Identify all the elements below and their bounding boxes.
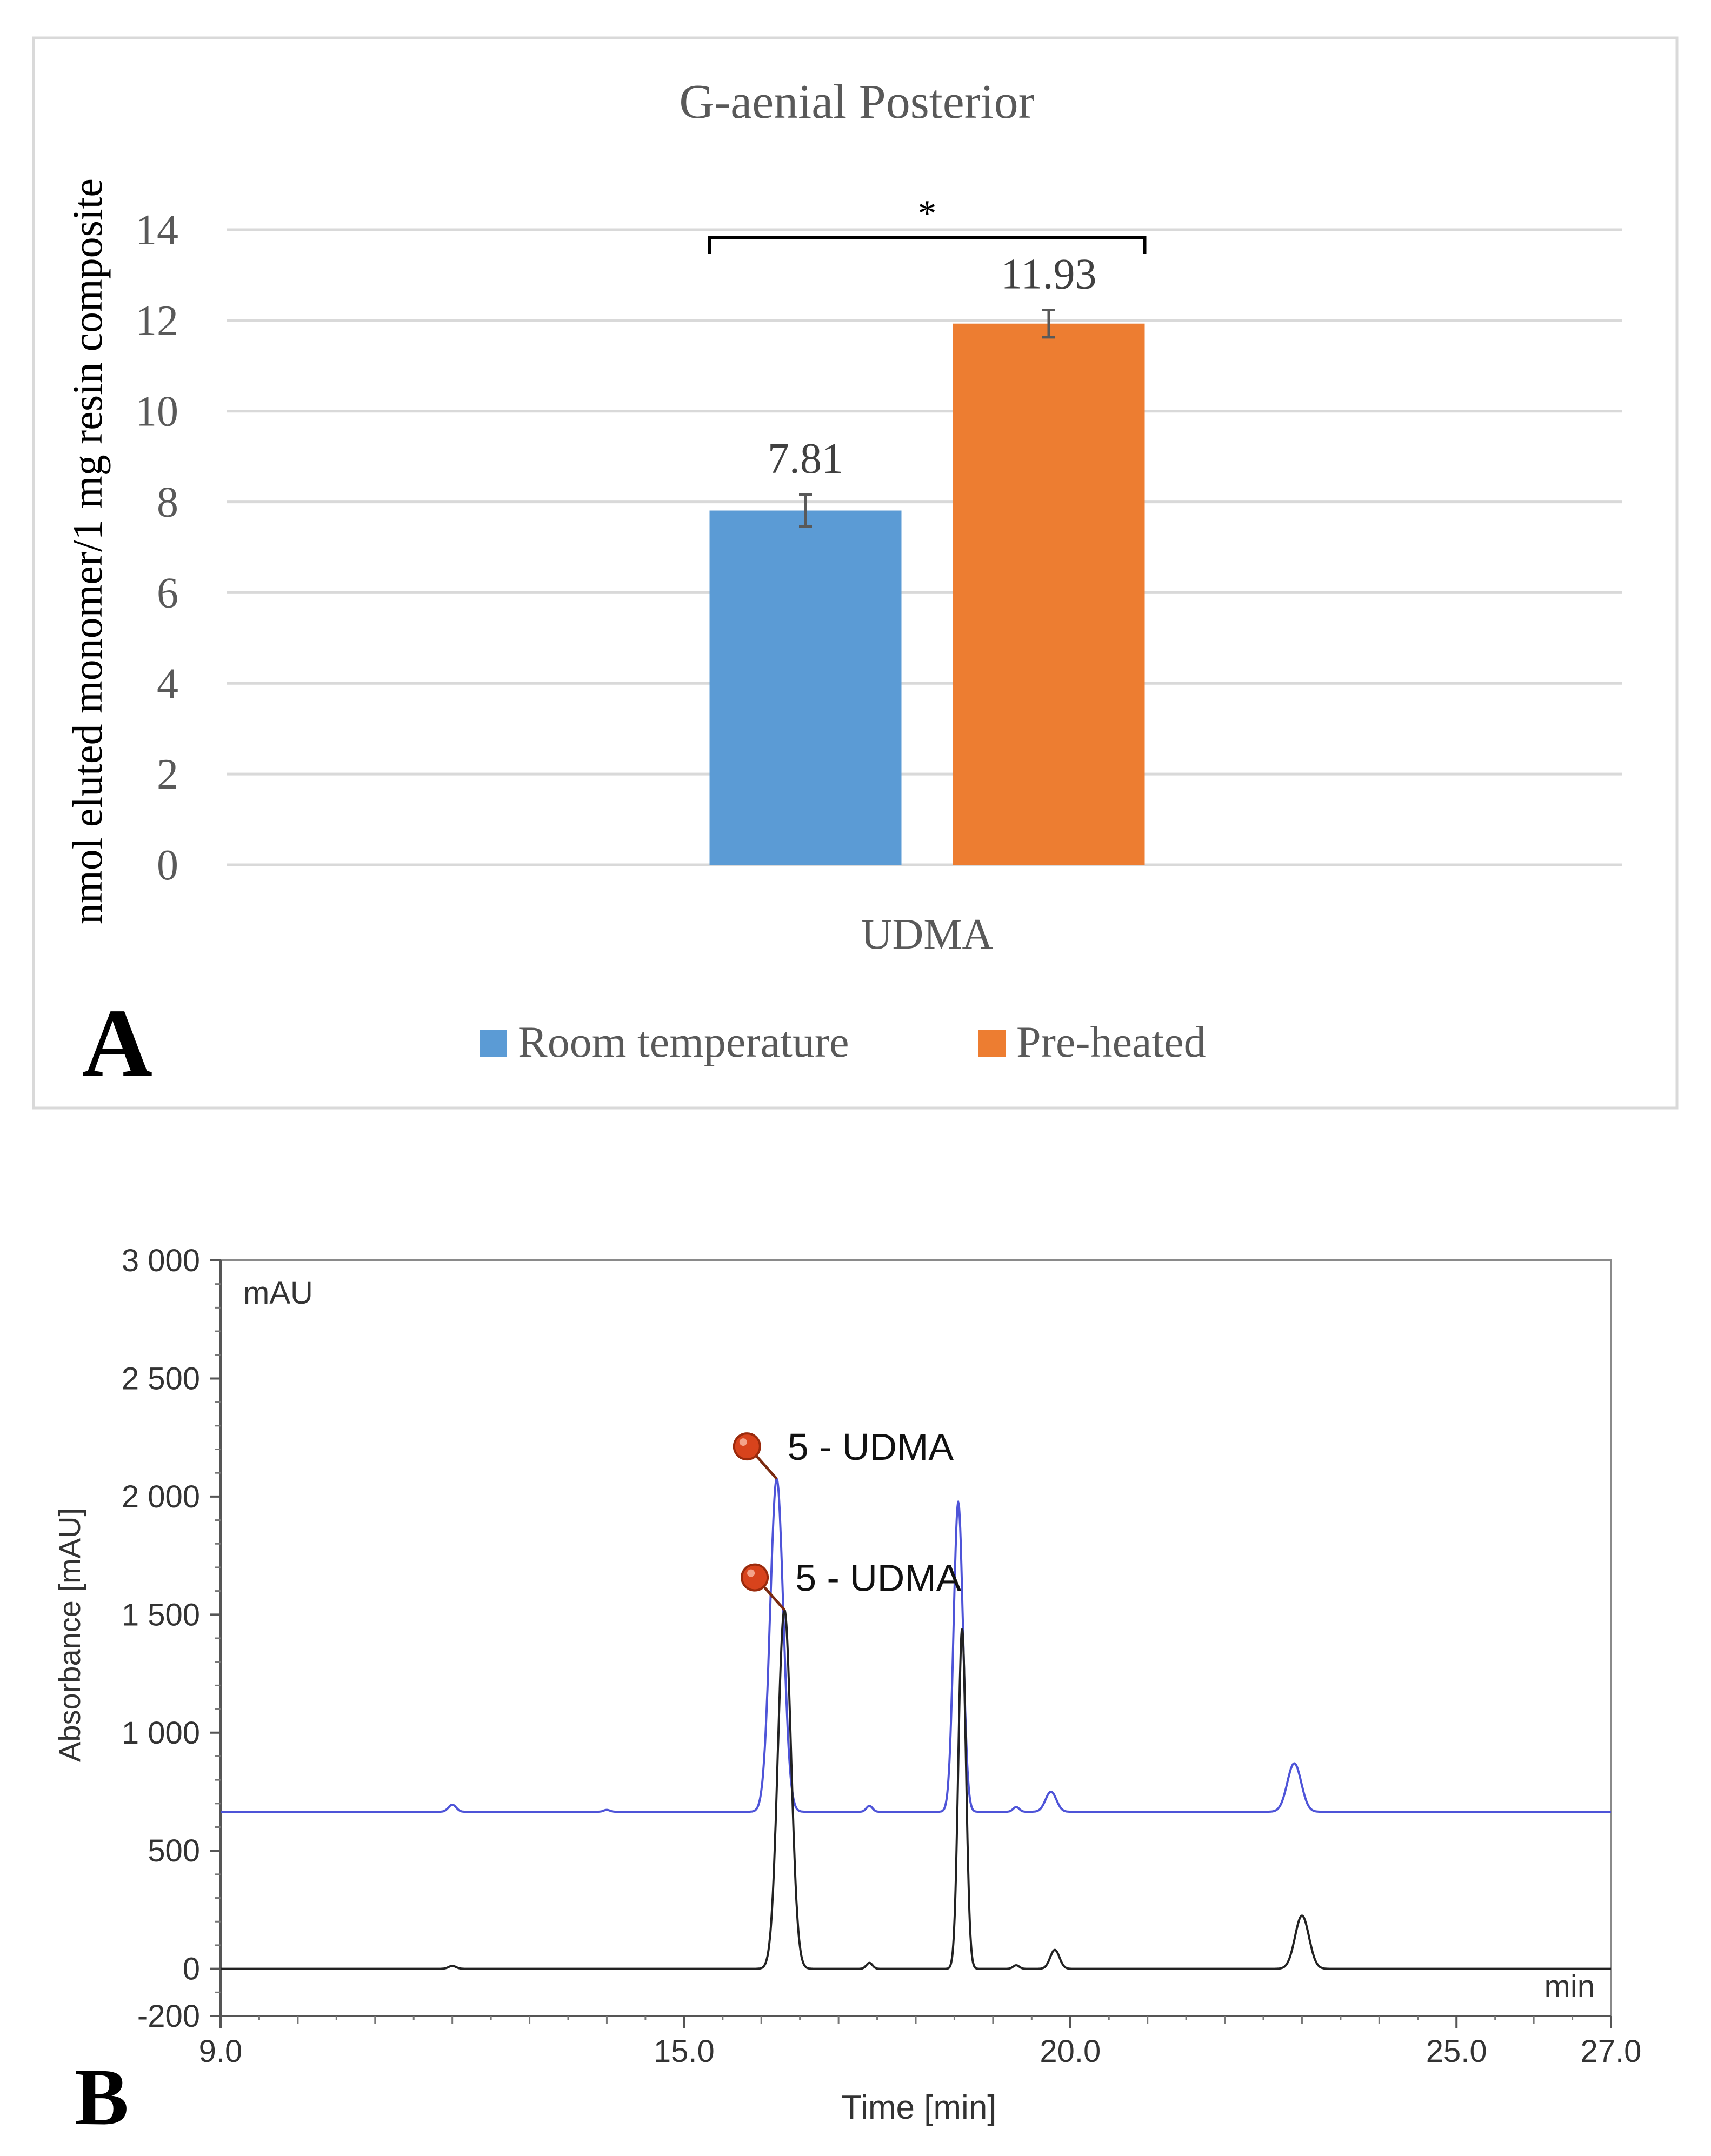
x-tick-label: 15.0 <box>654 2034 715 2069</box>
pin-icon <box>741 1563 769 1592</box>
y-tick-label: 8 <box>157 479 178 526</box>
y-tick-label: -200 <box>137 1999 200 2034</box>
panel-b: 3 000 2 500 2 000 1 500 1 000 500 0 -200 9.0 15.… <box>52 1243 1641 2142</box>
peak-label: 5 - UDMA <box>788 1426 954 1468</box>
peak-label: 5 - UDMA <box>795 1557 962 1599</box>
bracket-line <box>708 236 1147 254</box>
significance-star: * <box>918 193 937 235</box>
y-tick-label: 4 <box>157 660 178 707</box>
pin-highlight <box>747 1569 755 1577</box>
x-ticks: 9.0 15.0 20.0 25.0 27.0 <box>199 2016 1642 2069</box>
legend-swatch-room-temperature <box>480 1030 507 1057</box>
chart-title: G-aenial Posterior <box>679 75 1034 129</box>
y-tick-label: 3 000 <box>122 1243 200 1278</box>
error-bar <box>799 493 812 528</box>
data-label: 11.93 <box>1001 251 1096 298</box>
y-unit-label: mAU <box>243 1276 313 1311</box>
panel-label-a: A <box>82 989 152 1097</box>
peak-annotation: 5 - UDMA <box>741 1557 962 1611</box>
legend: Room temperature Pre-heated <box>480 1017 1206 1066</box>
trace-room-temperature-trace <box>221 1607 1611 1970</box>
x-tick-label: 20.0 <box>1040 2034 1101 2069</box>
y-tick-label: 0 <box>157 842 178 889</box>
y-tick-label: 2 500 <box>122 1361 200 1396</box>
y-axis-label: nmol eluted monomer/1 mg resin composite <box>64 178 111 924</box>
y-tick-label: 14 <box>135 206 178 254</box>
x-tick-label: 27.0 <box>1581 2034 1642 2069</box>
panel-a: G-aenial Posterior nmol eluted monomer/1… <box>32 36 1679 1110</box>
y-tick-label: 10 <box>135 388 178 436</box>
x-tick-label: 9.0 <box>199 2034 243 2069</box>
error-bar <box>1042 309 1055 339</box>
trace-pre-heated-trace <box>221 1477 1611 1813</box>
x-tick-label: 25.0 <box>1426 2034 1487 2069</box>
pin-icon <box>733 1432 761 1461</box>
y-axis-label-b: Absorbance [mAU] <box>52 1508 86 1762</box>
y-tick-label: 1 000 <box>122 1716 200 1751</box>
y-tick-label: 1 500 <box>122 1597 200 1632</box>
legend-label-pre-heated: Pre-heated <box>1016 1017 1206 1066</box>
legend-label-room-temperature: Room temperature <box>518 1017 849 1066</box>
panel-label-b: B <box>75 2052 129 2142</box>
legend-swatch-pre-heated <box>978 1030 1006 1057</box>
y-ticks: 3 000 2 500 2 000 1 500 1 000 500 0 -200 <box>122 1243 221 2034</box>
x-unit-label: min <box>1544 1969 1595 2004</box>
pin-needle <box>754 1453 778 1480</box>
x-axis-label-b: Time [min] <box>841 2089 996 2126</box>
x-category-label: UDMA <box>861 911 994 958</box>
plot-frame <box>219 1259 1612 2017</box>
y-tick-label: 500 <box>148 1833 200 1868</box>
pin-needle <box>762 1584 785 1611</box>
peak-annotation: 5 - UDMA <box>733 1426 954 1480</box>
peak-annotations: 5 - UDMA 5 - UDMA <box>733 1426 962 1611</box>
y-tick-label: 6 <box>157 569 178 617</box>
bar-pre-heated <box>953 323 1145 865</box>
gridlines <box>227 228 1622 866</box>
y-tick-label: 0 <box>183 1952 200 1987</box>
significance-bracket: * <box>708 193 1147 254</box>
pin-highlight <box>739 1438 747 1446</box>
data-label: 7.81 <box>768 435 843 483</box>
traces <box>221 1477 1611 1970</box>
y-tick-labels: 0 2 4 6 8 10 12 14 <box>135 206 178 889</box>
y-tick-label: 12 <box>135 297 178 345</box>
y-tick-label: 2 000 <box>122 1479 200 1514</box>
y-tick-label: 2 <box>157 751 178 798</box>
bar-room-temperature <box>709 510 902 865</box>
bars: 7.81 11.93 <box>709 251 1145 865</box>
